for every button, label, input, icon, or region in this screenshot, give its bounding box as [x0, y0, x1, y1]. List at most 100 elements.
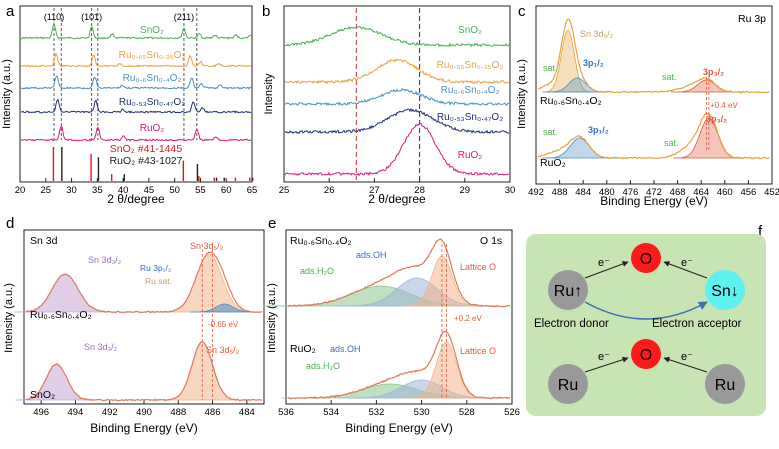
panel-c-title: Ru 3p — [738, 13, 766, 25]
panel-e-label-h2o-top: ads.H₂O — [300, 266, 334, 276]
panel-a-peak-label: (101) — [81, 12, 102, 22]
panel-a-series-label: SnO₂ — [140, 25, 164, 36]
panel-b-tick-label: 28 — [414, 185, 425, 196]
sn-down-circle — [705, 270, 745, 310]
panel-c-spectrum-bottom — [537, 112, 770, 160]
panel-c-tick-label: 464 — [693, 187, 709, 198]
panel-e-o1s: Intensity (a.u.) Binding Energy (eV) O 1… — [263, 229, 520, 435]
panel-d-sn3d: Intensity (a.u.) Binding Energy (eV) Sn … — [3, 229, 265, 435]
panel-d-spectrum — [25, 251, 263, 314]
ru-up-label: Ru↑ — [554, 283, 582, 300]
panel-e-tick-label: 536 — [278, 407, 294, 418]
panel-e-label-lattice-top: Lattice O — [460, 262, 496, 272]
panel-f-background — [526, 234, 766, 416]
panel-a-tick-label: 40 — [118, 185, 129, 196]
electron-label-top-right: e⁻ — [681, 257, 693, 269]
panel-b-series-line — [284, 58, 510, 85]
panel-b-tick-label: 27 — [369, 185, 380, 196]
panel-d-label-ru-sat: Ru sat. — [145, 276, 172, 286]
panel-c-label-sat-bottom-right: sat. — [664, 138, 679, 148]
panel-a-frame — [19, 5, 253, 183]
electron-label-bottom-left: e⁻ — [598, 351, 610, 363]
panel-b-series-label: RuO₂ — [458, 150, 483, 161]
panel-e-tick-label: 534 — [323, 407, 339, 418]
panel-d-sample-top: Ru₀.₆Sn₀.₄O₂ — [30, 309, 92, 321]
electron-label-top-left: e⁻ — [598, 257, 610, 269]
panel-b-series-line — [284, 25, 510, 48]
arrow-sn-to-o-top — [663, 261, 708, 279]
panel-e-spectrum — [287, 330, 511, 400]
panel-c-tick-label: 484 — [575, 187, 591, 198]
panel-e-xlabel: Binding Energy (eV) — [345, 421, 452, 435]
panel-e-tick-label: 528 — [459, 407, 475, 418]
panel-a-tick-label: 35 — [92, 185, 103, 196]
panel-a-peak-label: (110) — [44, 12, 64, 22]
panel-e-tick-label: 530 — [414, 407, 430, 418]
electron-donor-label: Electron donor — [534, 318, 609, 330]
panel-a-series-line — [20, 21, 252, 40]
panel-a-ylabel: Intensity (a.u.) — [1, 59, 13, 129]
panel-b-xlabel: 2 θ/degree — [368, 192, 426, 206]
panel-a-series-line — [20, 52, 252, 68]
panel-c-tick-label: 468 — [670, 187, 686, 198]
panel-d-tick-label: 496 — [33, 407, 49, 418]
panel-e-label-shift: +0.2 eV — [454, 314, 482, 323]
panel-d-label-ru3p: Ru 3p₁/₂ — [140, 263, 171, 273]
panel-a-tick-label: 30 — [66, 185, 77, 196]
panel-c-label-3p32-top: 3p₃/₂ — [703, 67, 724, 77]
panel-c-fit-component — [671, 79, 742, 93]
panel-d-fit-component — [13, 273, 117, 313]
panel-letter-a: a — [6, 3, 15, 20]
panel-e-tick-label: 532 — [368, 407, 384, 418]
panel-d-tick-label: 486 — [205, 407, 221, 418]
panel-d-xlabel: Binding Energy (eV) — [90, 421, 197, 435]
panel-a-tick-label: 65 — [247, 185, 258, 196]
panel-d-label-sn3d52-bottom: Sn 3d₅/₂ — [206, 345, 240, 355]
panel-c-label-sn3d: Sn 3d₅/₂ — [580, 29, 614, 39]
panel-c-fit-component — [541, 137, 618, 159]
panel-a-series-line — [20, 98, 252, 114]
panel-a-series-line — [20, 125, 252, 142]
panel-b-xrd-zoom: Intensity 2 θ/degree 25 26 27 28 29 30 SnO₂ Ru… — [263, 5, 515, 206]
ru-left-label: Ru — [558, 377, 578, 394]
panel-c-tick-label: 476 — [622, 187, 638, 198]
panel-a-tick-label: 25 — [40, 185, 51, 196]
panel-c-label-sat-top-right: sat. — [662, 72, 677, 82]
panel-c-label-3p12-bottom: 3p₁/₂ — [588, 125, 609, 135]
panel-c-tick-label: 480 — [599, 187, 615, 198]
panel-d-tick-label: 488 — [170, 407, 186, 418]
panel-b-frame — [283, 5, 511, 183]
panel-e-sample-top: Ru₀.₆Sn₀.₄O₂ — [290, 235, 352, 247]
panel-a-series-line — [20, 75, 252, 90]
panel-e-label-oh-top: ads.OH — [356, 250, 387, 260]
electron-acceptor-label: Electron acceptor — [652, 318, 742, 330]
panel-c-tick-label: 472 — [646, 187, 662, 198]
panel-b-series-label: Ru₀.₆Sn₀.₄O₂ — [441, 85, 500, 96]
panel-d-fit-component — [15, 363, 98, 401]
o-top-label: O — [640, 251, 652, 268]
panel-e-tick-label: 526 — [504, 407, 520, 418]
panel-c-tick-label: 492 — [528, 187, 544, 198]
panel-b-series-line — [284, 107, 510, 135]
panel-c-fit-component — [541, 29, 594, 93]
panel-a-ref-ruo2-label: RuO₂ #43-1027 — [110, 155, 183, 167]
panel-d-tick-label: 490 — [136, 407, 152, 418]
ru-left-circle — [548, 364, 588, 404]
panel-d-label-sn3d32-bottom: Sn 3d₃/₂ — [84, 342, 118, 352]
panel-c-tick-label: 452 — [764, 187, 779, 198]
panel-b-tick-label: 25 — [279, 185, 290, 196]
panel-letter-b: b — [262, 3, 270, 20]
panel-c-tick-label: 460 — [717, 187, 733, 198]
o-top-circle — [631, 243, 661, 273]
panel-c-label-shift: +0.4 eV — [710, 101, 738, 110]
panel-a-series-label: RuO₂ — [140, 123, 165, 134]
panel-b-tick-label: 26 — [324, 185, 335, 196]
arrow-ru-to-o-bottom-left — [584, 356, 629, 373]
panel-a-tick-label: 60 — [221, 185, 232, 196]
panel-d-sample-bottom: SnO₂ — [30, 389, 55, 401]
panel-b-ylabel: Intensity — [263, 73, 275, 114]
sn-down-label: Sn↓ — [711, 283, 739, 300]
panel-d-label-sn3d52-top: Sn 3d₅/₂ — [190, 241, 224, 251]
